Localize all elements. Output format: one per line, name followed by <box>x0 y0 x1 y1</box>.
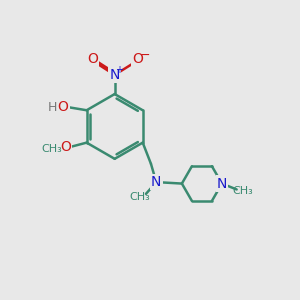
Text: N: N <box>217 177 227 190</box>
Text: O: O <box>132 52 143 66</box>
Text: H: H <box>47 101 57 114</box>
Text: O: O <box>58 100 68 114</box>
Text: +: + <box>115 64 123 75</box>
Text: O: O <box>60 140 71 154</box>
Text: O: O <box>87 52 98 66</box>
Text: N: N <box>151 175 161 189</box>
Text: N: N <box>110 68 120 82</box>
Text: CH₃: CH₃ <box>129 192 150 203</box>
Text: −: − <box>140 49 151 62</box>
Text: CH₃: CH₃ <box>41 143 62 154</box>
Text: CH₃: CH₃ <box>233 186 254 196</box>
